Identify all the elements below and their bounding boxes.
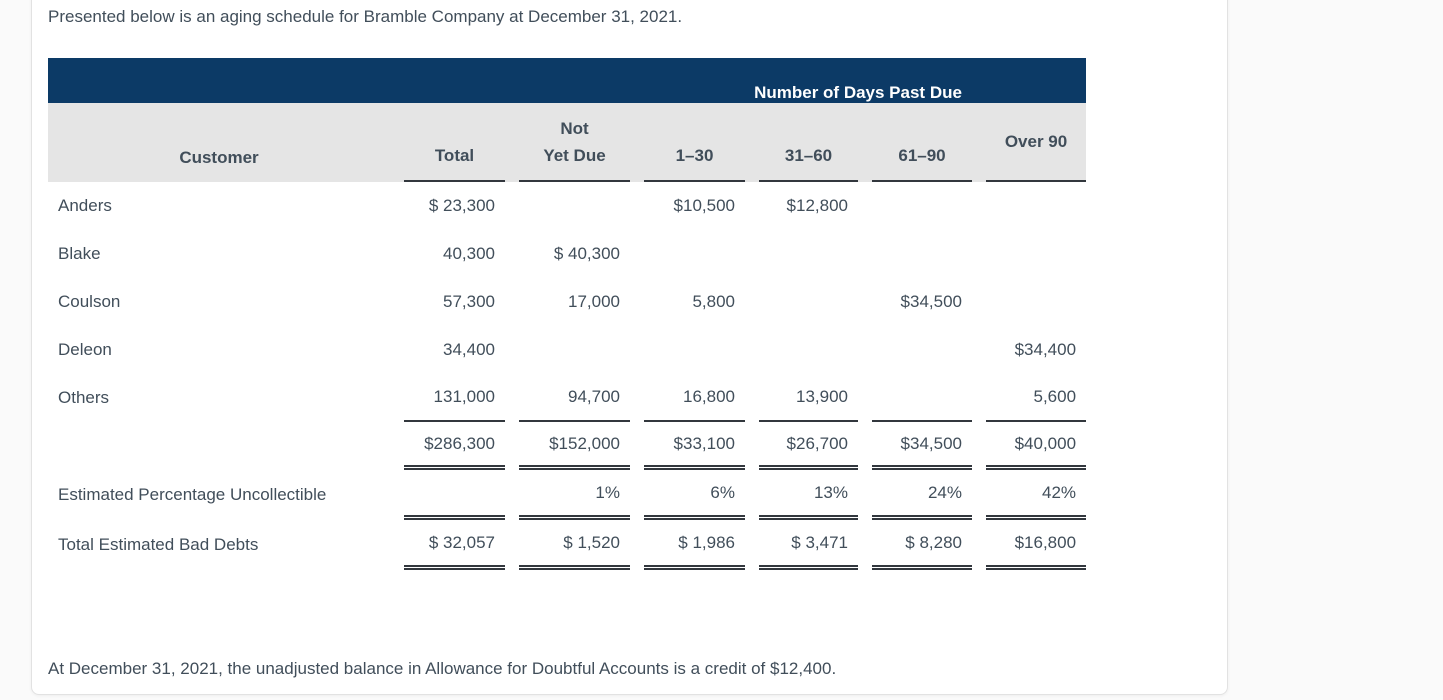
header-61-90: 61–90 [858, 103, 972, 182]
cell-not-yet-due: 94,700 [519, 374, 630, 422]
cell-1-30: $ 1,986 [644, 520, 745, 570]
cell-61-90: $ 8,280 [872, 520, 972, 570]
table-row-blake: Blake 40,300 $ 40,300 [48, 230, 1086, 278]
cell-over-90 [986, 278, 1086, 326]
cell-61-90: $34,500 [872, 422, 972, 470]
table-row-others: Others 131,000 94,700 16,800 13,900 5,60… [48, 374, 1087, 422]
customer-name: Blake [58, 244, 101, 263]
cell-not-yet-due [519, 182, 630, 230]
cell-total: $ 23,300 [428, 196, 495, 215]
cell-61-90: 24% [872, 470, 972, 520]
banner-title: Number of Days Past Due [630, 58, 1087, 103]
header-not-yet-due: Not Yet Due [505, 103, 630, 182]
cell-over-90 [986, 182, 1086, 230]
cell-total: 131,000 [404, 374, 505, 422]
cell-31-60: 13% [759, 470, 858, 520]
customer-name: Deleon [58, 340, 112, 359]
cell-over-90: $34,400 [1014, 340, 1077, 359]
cell-31-60: $12,800 [786, 196, 848, 215]
aging-schedule-table: Number of Days Past Due Customer Total N… [48, 58, 1087, 570]
cell-not-yet-due: $ 40,300 [553, 244, 620, 263]
cell-1-30: 16,800 [644, 374, 745, 422]
cell-over-90: 5,600 [986, 374, 1087, 422]
cell-31-60 [759, 230, 858, 278]
cell-total: 34,400 [443, 340, 495, 359]
cell-31-60: $26,700 [759, 422, 858, 470]
banner-spacer [48, 58, 630, 103]
content-card: Presented below is an aging schedule for… [31, 0, 1228, 695]
table-row-deleon: Deleon 34,400 $34,400 [48, 326, 1086, 374]
cell-61-90 [872, 230, 972, 278]
cell-not-yet-due: $ 1,520 [519, 520, 630, 570]
table-row-total-estimated-bad-debts: Total Estimated Bad Debts $ 32,057 $ 1,5… [48, 520, 1087, 570]
intro-text: Presented below is an aging schedule for… [48, 7, 683, 26]
cell-not-yet-due [519, 326, 630, 374]
cell-1-30 [644, 230, 745, 278]
cell-not-yet-due: 1% [519, 470, 630, 520]
cell-1-30: $33,100 [644, 422, 745, 470]
table-row-anders: Anders $ 23,300 $10,500 $12,800 [48, 182, 1086, 230]
table-row-totals: $286,300 $152,000 $33,100 $26,700 $34,50… [48, 422, 1087, 470]
column-header-row: Customer Total Not Yet Due 1–30 31–60 61… [48, 103, 1087, 182]
row-label [48, 422, 390, 470]
cell-1-30: 5,800 [692, 292, 735, 311]
cell-31-60 [759, 278, 858, 326]
cell-1-30 [644, 326, 745, 374]
table-row-estimated-percentage: Estimated Percentage Uncollectible 1% 6%… [48, 470, 1087, 520]
row-label: Total Estimated Bad Debts [58, 535, 259, 554]
customer-name: Coulson [58, 292, 121, 311]
cell-total [404, 470, 505, 520]
cell-1-30: $10,500 [673, 196, 735, 215]
cell-over-90: 42% [986, 470, 1087, 520]
cell-not-yet-due: 17,000 [568, 292, 620, 311]
header-31-60: 31–60 [745, 103, 858, 182]
customer-name: Others [58, 388, 110, 407]
cell-31-60: $ 3,471 [759, 520, 858, 570]
cell-total: $ 32,057 [404, 520, 505, 570]
cell-31-60 [759, 326, 858, 374]
customer-name: Anders [58, 196, 112, 215]
cell-over-90 [986, 230, 1086, 278]
cell-61-90 [872, 182, 972, 230]
table-row-coulson: Coulson 57,300 17,000 5,800 $34,500 [48, 278, 1086, 326]
banner-row: Number of Days Past Due [48, 58, 1087, 103]
row-label: Estimated Percentage Uncollectible [58, 485, 327, 504]
cell-total: 57,300 [443, 292, 495, 311]
cell-31-60: 13,900 [759, 374, 858, 422]
cell-over-90: $40,000 [986, 422, 1087, 470]
header-1-30: 1–30 [630, 103, 745, 182]
cell-over-90: $16,800 [986, 520, 1087, 570]
cell-total: 40,300 [443, 244, 495, 263]
footer-text: At December 31, 2021, the unadjusted bal… [48, 659, 837, 678]
cell-61-90 [872, 326, 972, 374]
header-over-90: Over 90 [972, 103, 1087, 182]
header-customer: Customer [48, 103, 390, 182]
header-total: Total [390, 103, 505, 182]
cell-total: $286,300 [404, 422, 505, 470]
cell-1-30: 6% [644, 470, 745, 520]
cell-61-90 [872, 374, 972, 422]
cell-61-90: $34,500 [900, 292, 962, 311]
cell-not-yet-due: $152,000 [519, 422, 630, 470]
